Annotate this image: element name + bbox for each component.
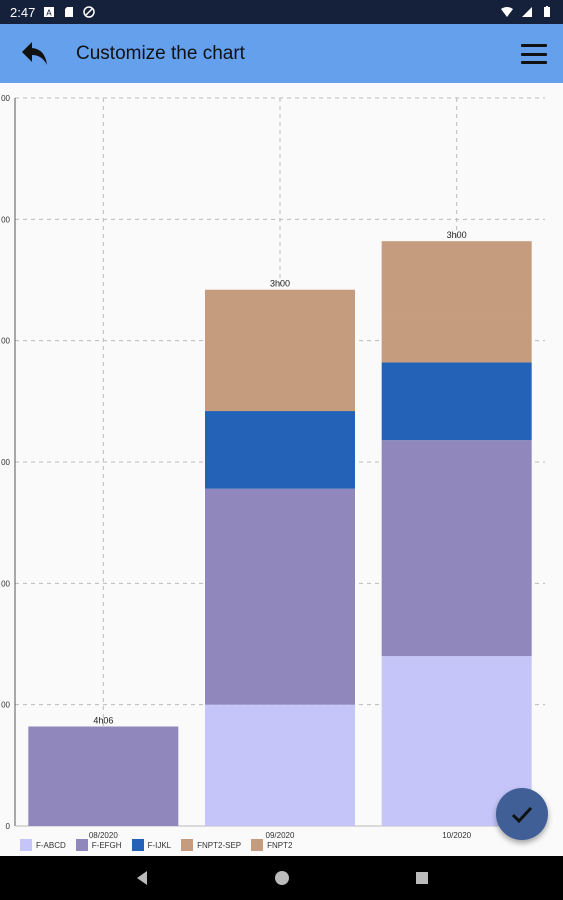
a-icon: A xyxy=(44,7,55,18)
legend-label: F-IJKL xyxy=(147,840,172,850)
back-triangle-icon xyxy=(136,871,147,885)
legend-swatch xyxy=(181,839,194,851)
legend-item: F-EFGH xyxy=(75,839,122,851)
home-circle-icon xyxy=(274,871,289,885)
page-title: Customize the chart xyxy=(76,42,245,64)
legend-label: FNPT2-SEP xyxy=(197,840,242,850)
bar-segment xyxy=(381,241,532,314)
chart-area: 00000000000004h0608/20205h008h543h122h00… xyxy=(0,83,563,856)
bar-segment xyxy=(205,411,355,489)
x-tick-label: 08/2020 xyxy=(89,831,118,840)
y-tick-label: 00 xyxy=(1,337,10,346)
battery-icon xyxy=(544,6,550,17)
wifi-icon xyxy=(501,7,513,17)
confirm-fab-button[interactable] xyxy=(496,788,548,840)
nav-back-button[interactable] xyxy=(122,858,162,898)
system-nav-bar xyxy=(0,856,563,900)
legend-swatch xyxy=(251,839,264,851)
menu-button[interactable] xyxy=(519,40,549,68)
legend-swatch xyxy=(131,839,144,851)
legend-item: FNPT2-SEP xyxy=(181,839,241,851)
legend-label: F-EFGH xyxy=(91,840,122,850)
bar-segment xyxy=(205,289,355,363)
bar-segment xyxy=(28,726,179,826)
reply-back-icon xyxy=(22,41,47,65)
app-bar: Customize the chart xyxy=(0,24,563,83)
data-label: 4h06 xyxy=(93,716,113,726)
chart-legend: F-ABCD F-EFGH F-IJKL FNPT2-SEP FNPT2 xyxy=(20,839,296,851)
bar-segment xyxy=(381,362,532,441)
sd-card-icon xyxy=(65,7,74,17)
status-time: 2:47 xyxy=(10,4,36,20)
legend-item: F-IJKL xyxy=(131,839,172,851)
nav-home-button[interactable] xyxy=(262,858,302,898)
back-button[interactable] xyxy=(0,24,70,83)
y-tick-label: 00 xyxy=(1,94,10,103)
bar-segment xyxy=(205,488,355,705)
data-label: 3h00 xyxy=(447,230,467,240)
stacked-bar-chart: 00000000000004h0608/20205h008h543h122h00… xyxy=(1,94,545,840)
bar-segment xyxy=(381,440,532,657)
legend-label: FNPT2 xyxy=(267,840,293,850)
signal-icon xyxy=(522,7,532,17)
legend-item: FNPT2 xyxy=(251,839,292,851)
bar-segment xyxy=(205,362,355,412)
nav-recents-button[interactable] xyxy=(402,858,442,898)
hamburger-menu-icon xyxy=(521,44,547,47)
y-tick-label: 00 xyxy=(1,701,10,710)
svg-text:A: A xyxy=(47,9,53,18)
y-tick-label: 00 xyxy=(1,458,10,467)
no-disturb-icon xyxy=(83,6,96,18)
legend-item: F-ABCD xyxy=(20,839,66,851)
recents-square-icon xyxy=(415,872,428,884)
bar-segment xyxy=(381,313,532,363)
legend-label: F-ABCD xyxy=(36,840,66,850)
check-icon xyxy=(511,806,533,824)
y-tick-label: 0 xyxy=(6,822,11,831)
bar-segment xyxy=(205,704,355,826)
x-tick-label: 10/2020 xyxy=(442,831,471,840)
status-bar: 2:47 A xyxy=(0,0,563,24)
data-label: 3h00 xyxy=(270,279,290,289)
legend-swatch xyxy=(20,839,32,851)
y-tick-label: 00 xyxy=(1,215,10,224)
legend-swatch xyxy=(75,839,88,851)
x-tick-label: 09/2020 xyxy=(266,831,295,840)
y-tick-label: 00 xyxy=(1,579,10,588)
